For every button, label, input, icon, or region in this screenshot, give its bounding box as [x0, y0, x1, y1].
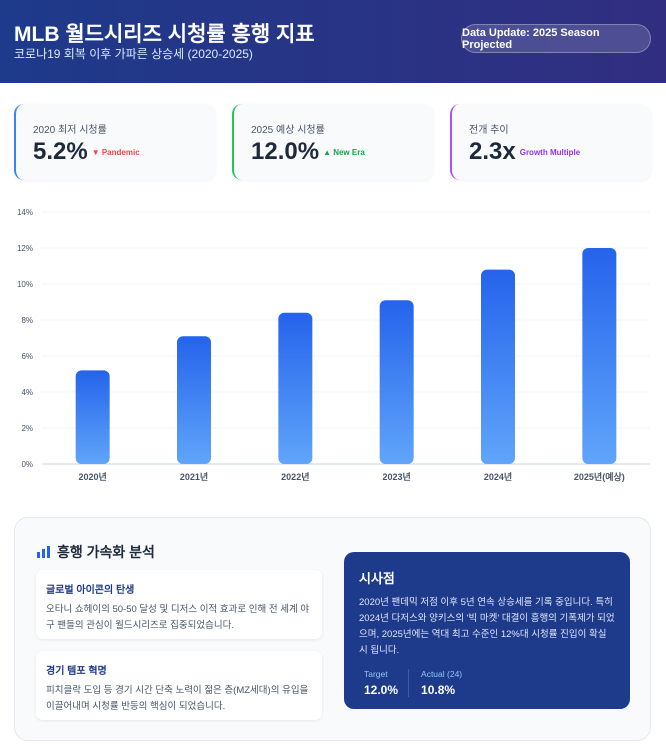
insight-text: 2020년 팬데믹 저점 이후 5년 연속 상승세를 기록 중입니다. 특히 2…: [359, 597, 615, 656]
insight-title: 시사점: [359, 571, 395, 586]
analysis-item: 글로벌 아이콘의 탄생 오타니 쇼헤이의 50-50 달성 및 디저스 이적 효…: [36, 570, 322, 639]
y-tick-label: 6%: [21, 352, 33, 361]
kpi-tag: ▲ New Era: [323, 148, 365, 158]
kpi-card-forecast: 2025 예상 시청률 12.0% ▲ New Era: [232, 104, 433, 180]
kpi-value: 2.3x Growth Multiple: [469, 138, 581, 165]
stat-target: Target 12.0%: [364, 669, 399, 697]
x-tick-label: 2021년: [180, 471, 208, 482]
x-tick-label: 2020년: [79, 471, 107, 482]
y-tick-label: 14%: [17, 208, 33, 217]
analysis-panel: 흥행 가속화 분석 글로벌 아이콘의 탄생 오타니 쇼헤이의 50-50 달성 …: [14, 517, 651, 741]
analysis-item-title: 글로벌 아이콘의 탄생: [46, 585, 135, 596]
stat-actual: Actual (24) 10.8%: [408, 669, 472, 697]
analysis-title: 흥행 가속화 분석: [37, 542, 155, 562]
data-update-badge: Data Update: 2025 Season Projected: [461, 24, 651, 53]
page-subtitle: 코로나19 회복 이후 가파른 상승세 (2020-2025): [14, 47, 253, 61]
analysis-item-title: 경기 템포 혁명: [46, 666, 107, 677]
bar: [379, 300, 414, 464]
kpi-card-growth: 전개 추이 2.3x Growth Multiple: [450, 104, 651, 180]
analysis-item-text: 피치클락 도입 등 경기 시간 단축 노력이 젊은 층(MZ세대)의 유입을 이…: [46, 685, 309, 712]
kpi-value: 5.2% ▼ Pandemic: [33, 138, 140, 165]
y-tick-label: 8%: [21, 316, 33, 325]
kpi-tag: ▼ Pandemic: [91, 148, 140, 158]
y-tick-label: 2%: [21, 424, 33, 433]
bar-chart-icon: [37, 546, 50, 558]
analysis-item: 경기 템포 혁명 피치클락 도입 등 경기 시간 단축 노력이 젊은 층(MZ세…: [36, 651, 322, 720]
bar: [278, 312, 313, 464]
kpi-label: 2020 최저 시청률: [33, 125, 107, 136]
x-tick-label: 2023년: [383, 471, 411, 482]
y-tick-label: 12%: [17, 244, 33, 253]
bar: [177, 336, 211, 464]
x-tick-label: 2025년(예상): [574, 471, 625, 482]
kpi-tag: Growth Multiple: [519, 148, 581, 158]
kpi-card-min: 2020 최저 시청률 5.2% ▼ Pandemic: [14, 104, 215, 180]
x-tick-label: 2022년: [281, 471, 309, 482]
y-tick-label: 10%: [17, 280, 33, 289]
kpi-value: 12.0% ▲ New Era: [251, 138, 365, 165]
analysis-item-text: 오타니 쇼헤이의 50-50 달성 및 디저스 이적 효과로 인해 전 세계 야…: [46, 604, 310, 631]
page-title: MLB 월드시리즈 시청률 흥행 지표: [14, 23, 315, 46]
kpi-label: 전개 추이: [469, 125, 509, 136]
header: MLB 월드시리즈 시청률 흥행 지표 코로나19 회복 이후 가파른 상승세 …: [0, 0, 666, 83]
x-tick-label: 2024년: [484, 471, 512, 482]
bar: [582, 248, 617, 464]
insight-box: 시사점 2020년 팬데믹 저점 이후 5년 연속 상승세를 기록 중입니다. …: [344, 552, 630, 709]
bar: [75, 370, 110, 464]
bar-chart: 0% 2% 4% 6% 8% 10% 12% 14% 2020년 2021년 2022년 2023년 2…: [17, 208, 650, 482]
y-tick-label: 4%: [21, 388, 33, 397]
bar: [481, 269, 515, 464]
y-tick-label: 0%: [21, 460, 33, 469]
kpi-label: 2025 예상 시청률: [251, 125, 325, 136]
